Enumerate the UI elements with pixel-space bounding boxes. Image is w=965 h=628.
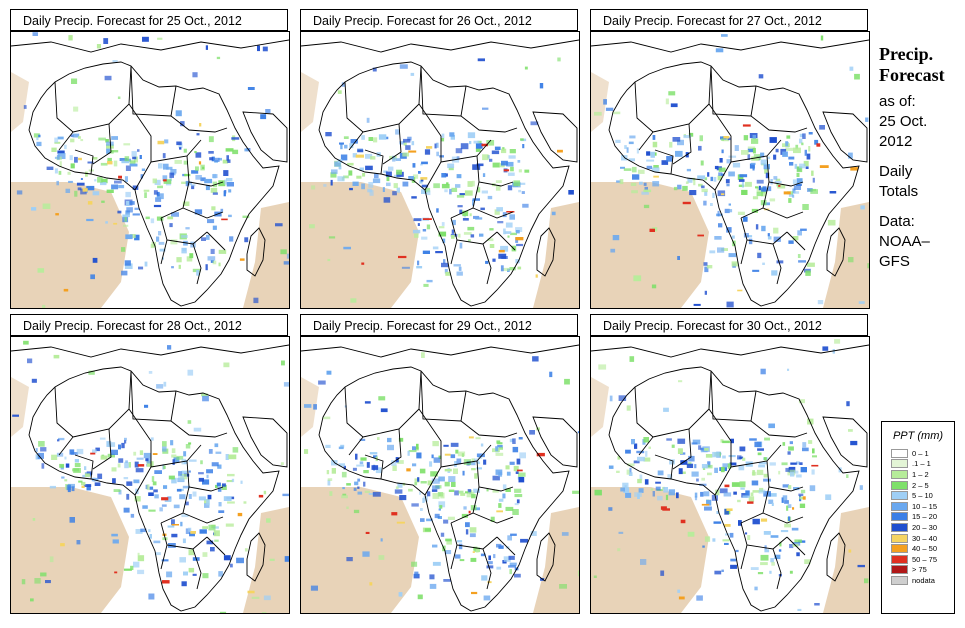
- country-borders: [301, 39, 579, 307]
- africa-precip-map: [10, 31, 290, 309]
- legend-item: 20 – 30: [882, 522, 954, 533]
- legend-swatch: [891, 448, 908, 458]
- legend-swatch: [891, 544, 908, 554]
- info-daily-totals: Daily Totals: [879, 163, 919, 200]
- forecast-panel-2: Daily Precip. Forecast for 26 Oct., 2012: [300, 9, 580, 309]
- panel-title: Daily Precip. Forecast for 29 Oct., 2012: [300, 314, 578, 336]
- precipitation-field: [309, 57, 574, 303]
- legend-swatch: [891, 522, 908, 532]
- legend-label: 30 – 40: [912, 533, 938, 543]
- panel-title: Daily Precip. Forecast for 27 Oct., 2012: [590, 9, 868, 31]
- legend-swatch: [891, 554, 908, 564]
- legend-item: > 75: [882, 565, 954, 576]
- legend-swatch: [891, 469, 908, 479]
- legend-item: 1 – 2: [882, 469, 954, 480]
- forecast-panel-6: Daily Precip. Forecast for 30 Oct., 2012: [590, 314, 870, 614]
- dry-ocean-areas: [11, 72, 289, 308]
- legend-label: 20 – 30: [912, 522, 938, 532]
- legend-item: .1 – 1: [882, 459, 954, 470]
- africa-precip-map: [10, 336, 290, 614]
- dry-ocean-areas: [591, 72, 869, 308]
- precipitation-field: [593, 339, 869, 611]
- country-borders: [591, 39, 869, 307]
- legend-label: 5 – 10: [912, 491, 933, 501]
- panel-title: Daily Precip. Forecast for 30 Oct., 2012: [590, 314, 868, 336]
- legend-swatch: [891, 575, 908, 585]
- legend-label: nodata: [912, 575, 935, 585]
- forecast-panel-4: Daily Precip. Forecast for 28 Oct., 2012: [10, 314, 290, 614]
- country-borders: [11, 39, 289, 307]
- legend-item: nodata: [882, 575, 954, 586]
- legend-item: 30 – 40: [882, 533, 954, 544]
- legend-swatch: [891, 512, 908, 522]
- legend-title: PPT (mm): [892, 430, 944, 442]
- dry-ocean-areas: [301, 72, 579, 308]
- precipitation-field: [594, 34, 869, 308]
- legend-item: 50 – 75: [882, 554, 954, 565]
- precipitation-field: [304, 352, 579, 601]
- country-borders: [11, 344, 289, 612]
- legend-swatch: [891, 491, 908, 501]
- legend-swatch: [891, 480, 908, 490]
- legend-label: 50 – 75: [912, 554, 938, 564]
- legend-item: 40 – 50: [882, 543, 954, 554]
- legend-swatch: [891, 501, 908, 511]
- forecast-panel-3: Daily Precip. Forecast for 27 Oct., 2012: [590, 9, 870, 309]
- info-asof: as of: 25 Oct. 2012: [879, 93, 928, 150]
- panel-title: Daily Precip. Forecast for 28 Oct., 2012: [10, 314, 288, 336]
- country-borders: [591, 344, 869, 612]
- legend-swatch: [891, 533, 908, 543]
- legend-item: 15 – 20: [882, 512, 954, 523]
- legend-label: > 75: [912, 565, 927, 575]
- africa-precip-map: [590, 336, 870, 614]
- country-borders: [301, 344, 579, 612]
- legend-label: 15 – 20: [912, 512, 938, 522]
- africa-precip-map: [300, 336, 580, 614]
- info-heading: Precip. Forecast: [879, 44, 945, 85]
- legend-label: 10 – 15: [912, 501, 938, 511]
- legend-item: 2 – 5: [882, 480, 954, 491]
- info-data-source: Data: NOAA– GFS: [879, 213, 930, 270]
- legend-item: 5 – 10: [882, 490, 954, 501]
- forecast-info: Precip. Forecast as of: 25 Oct. 2012 Dai…: [879, 44, 963, 272]
- legend-label: .1 – 1: [912, 459, 931, 469]
- panel-title: Daily Precip. Forecast for 26 Oct., 2012: [300, 9, 578, 31]
- panel-title: Daily Precip. Forecast for 25 Oct., 2012: [10, 9, 288, 31]
- legend-swatch: [891, 565, 908, 575]
- africa-precip-map: [300, 31, 580, 309]
- legend-swatch: [891, 459, 908, 469]
- forecast-panel-5: Daily Precip. Forecast for 29 Oct., 2012: [300, 314, 580, 614]
- precipitation-field: [16, 32, 289, 308]
- dry-ocean-areas: [591, 377, 869, 613]
- legend-item: 10 – 15: [882, 501, 954, 512]
- africa-precip-map: [590, 31, 870, 309]
- legend-label: 1 – 2: [912, 469, 929, 479]
- legend-label: 2 – 5: [912, 480, 929, 490]
- legend-label: 0 – 1: [912, 448, 929, 458]
- forecast-panel-1: Daily Precip. Forecast for 25 Oct., 2012: [10, 9, 290, 309]
- legend-item: 0 – 1: [882, 448, 954, 459]
- legend-label: 40 – 50: [912, 544, 938, 554]
